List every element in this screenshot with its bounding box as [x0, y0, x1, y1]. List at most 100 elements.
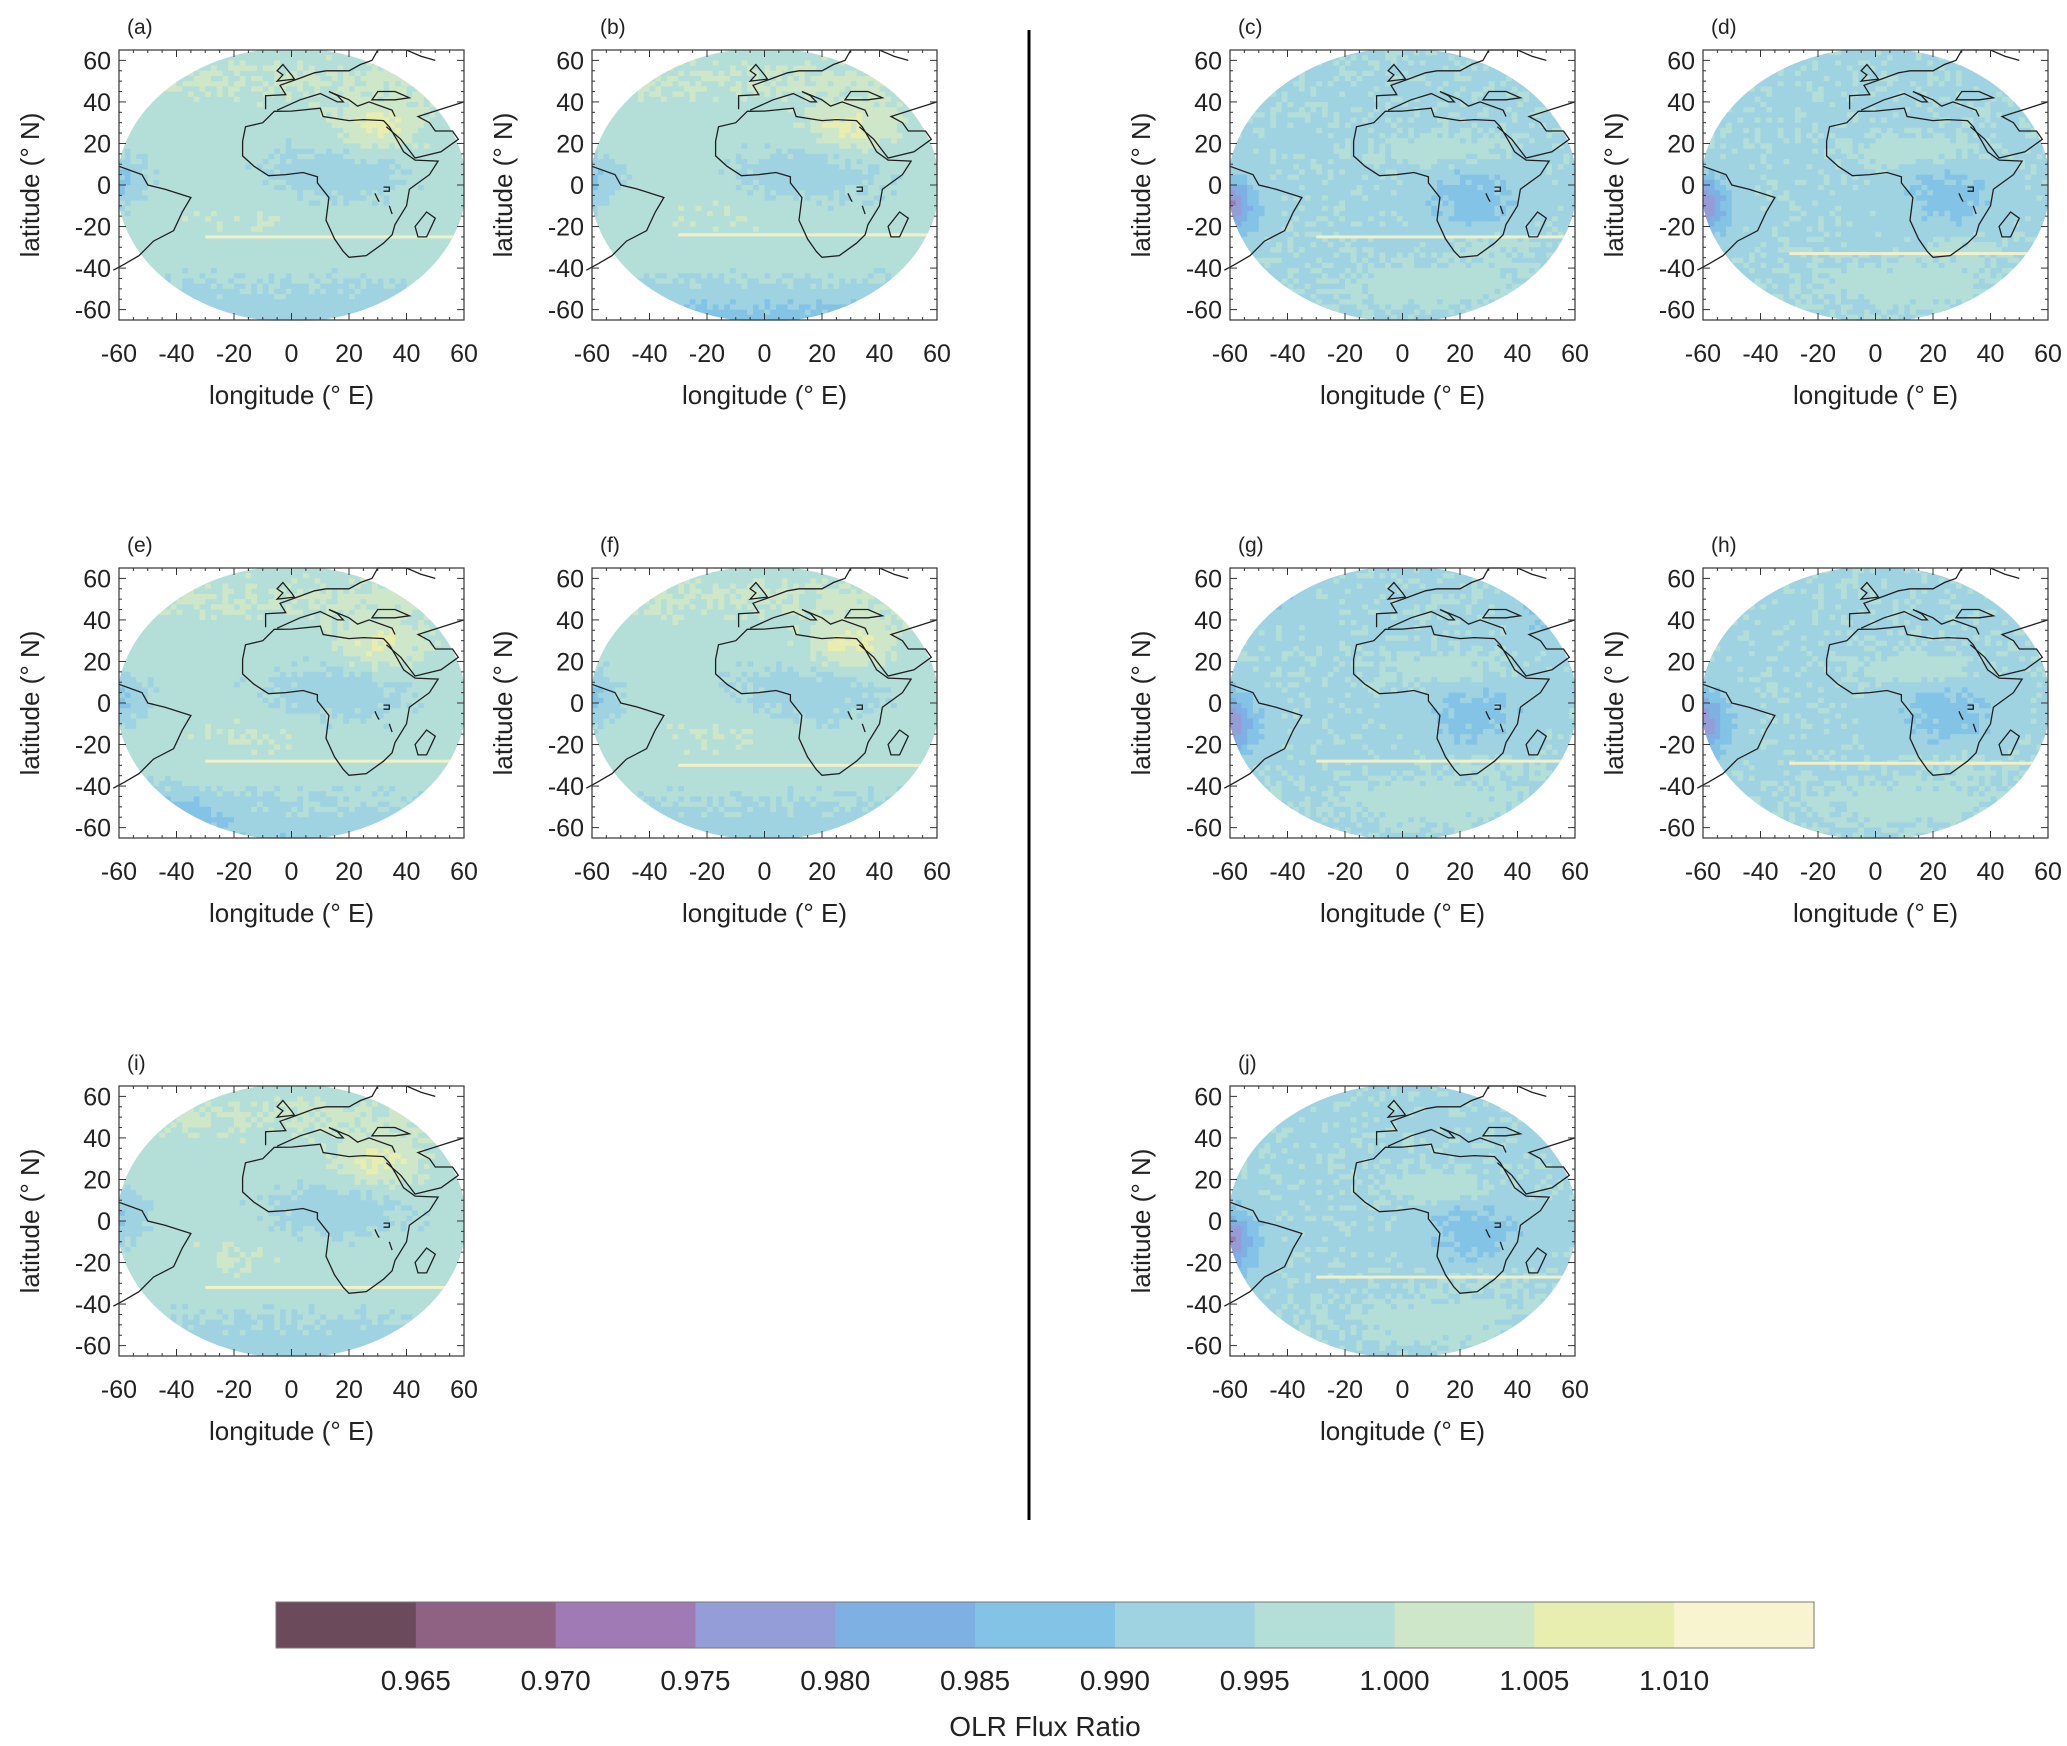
heatmap-cell — [701, 304, 708, 311]
heatmap-cell — [308, 91, 316, 98]
heatmap-cell — [649, 50, 656, 56]
heatmap-cell — [354, 288, 362, 295]
heatmap-cell — [205, 190, 212, 196]
heatmap-cell — [372, 200, 379, 207]
heatmap-cell — [297, 138, 304, 145]
heatmap-cell — [159, 273, 166, 280]
heatmap-cell — [452, 107, 459, 113]
heatmap-cell — [758, 314, 766, 321]
heatmap-cell — [372, 247, 379, 254]
heatmap-cell — [724, 133, 731, 139]
heatmap-cell — [452, 273, 459, 280]
heatmap-cell — [603, 164, 610, 171]
heatmap-cell — [222, 174, 229, 181]
heatmap-cell — [372, 138, 379, 145]
heatmap-cell — [291, 133, 298, 139]
heatmap-cell — [280, 309, 287, 316]
heatmap-cell — [176, 185, 183, 191]
heatmap-cell — [758, 304, 766, 311]
heatmap-cell — [452, 153, 459, 160]
heatmap-cell — [251, 288, 258, 295]
heatmap-cell — [216, 242, 224, 248]
heatmap-cell — [165, 273, 172, 280]
heatmap-cell — [239, 257, 247, 264]
heatmap-cell — [291, 101, 298, 108]
heatmap-cell — [730, 148, 737, 155]
heatmap-cell — [609, 257, 616, 264]
heatmap-cell — [776, 190, 783, 196]
heatmap-cell — [684, 70, 691, 77]
heatmap-cell — [234, 294, 241, 300]
heatmap-cell — [297, 50, 304, 56]
heatmap-cell — [758, 179, 766, 186]
heatmap-cell — [130, 304, 137, 311]
heatmap-cell — [222, 75, 229, 82]
heatmap-cell — [770, 164, 777, 171]
heatmap-cell — [119, 210, 126, 217]
heatmap-cell — [205, 242, 212, 248]
heatmap-cell — [257, 65, 264, 72]
heatmap-cell — [142, 70, 149, 77]
heatmap-cell — [412, 283, 419, 290]
heatmap-cell — [268, 107, 275, 113]
heatmap-cell — [377, 231, 385, 238]
heatmap-cell — [354, 148, 362, 155]
heatmap-cell — [268, 96, 275, 103]
heatmap-cell — [119, 60, 126, 67]
heatmap-cell — [216, 294, 224, 300]
heatmap-cell — [234, 91, 241, 98]
heatmap-cell — [418, 283, 425, 290]
heatmap-cell — [245, 257, 252, 264]
heatmap-cell — [615, 96, 622, 103]
heatmap-cell — [747, 210, 754, 217]
heatmap-cell — [672, 221, 679, 228]
heatmap-cell — [776, 112, 783, 119]
coastline — [383, 186, 390, 192]
heatmap-cell — [793, 112, 800, 119]
heatmap-cell — [446, 70, 454, 77]
heatmap-cell — [285, 262, 293, 269]
heatmap-cell — [695, 117, 702, 124]
heatmap-cell — [234, 164, 241, 171]
heatmap-cell — [764, 236, 771, 243]
heatmap-cell — [262, 75, 270, 82]
heatmap-cell — [735, 257, 743, 264]
heatmap-cell — [297, 226, 304, 233]
heatmap-cell — [176, 55, 183, 61]
heatmap-cell — [609, 299, 616, 306]
heatmap-cell — [343, 112, 350, 119]
heatmap-cell — [285, 299, 293, 306]
heatmap-cell — [251, 210, 258, 217]
heatmap-cell — [730, 107, 737, 113]
heatmap-cell — [423, 283, 431, 290]
heatmap-cell — [730, 299, 737, 306]
heatmap-cell — [435, 91, 442, 98]
heatmap-cell — [308, 179, 316, 186]
heatmap-cell — [383, 101, 390, 108]
heatmap-cell — [337, 81, 344, 87]
heatmap-cell — [366, 294, 373, 300]
heatmap-cell — [257, 75, 264, 82]
heatmap-cell — [262, 210, 270, 217]
heatmap-cell — [349, 50, 356, 56]
heatmap-cell — [626, 91, 633, 98]
heatmap-cell — [689, 205, 697, 212]
heatmap-cell — [251, 268, 258, 274]
heatmap-cell — [626, 252, 633, 259]
heatmap-cell — [170, 148, 178, 155]
heatmap-cell — [712, 133, 720, 139]
heatmap-cell — [176, 252, 183, 259]
heatmap-cell — [239, 242, 247, 248]
heatmap-cell — [724, 70, 731, 77]
heatmap-cell — [153, 283, 160, 290]
heatmap-cell — [730, 195, 737, 202]
heatmap-cell — [193, 195, 201, 202]
heatmap-cell — [268, 50, 275, 56]
heatmap-cell — [712, 288, 720, 295]
heatmap-cell — [383, 283, 390, 290]
heatmap-cell — [354, 60, 362, 67]
heatmap-cell — [326, 288, 333, 295]
heatmap-cell — [620, 112, 628, 119]
heatmap-cell — [199, 283, 206, 290]
heatmap-cell — [441, 60, 448, 67]
